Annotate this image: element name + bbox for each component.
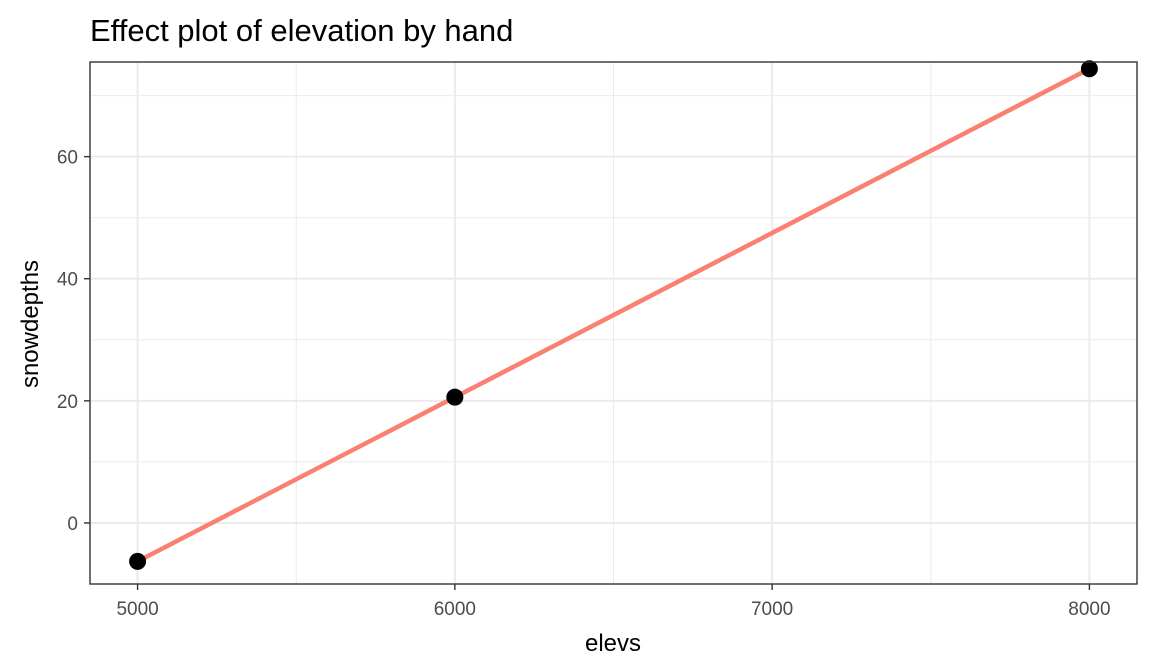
x-axis-label: elevs [585, 630, 641, 657]
data-points-layer [129, 60, 1098, 570]
x-tick-label: 8000 [1068, 599, 1110, 620]
fit-line-layer [136, 66, 1091, 564]
major-gridlines [90, 62, 1137, 584]
fit-line [136, 66, 1091, 564]
y-tick-label: 0 [67, 514, 78, 535]
data-point [446, 388, 464, 406]
panel-border [89, 61, 1138, 585]
x-tick-label: 5000 [116, 599, 158, 620]
chart-title: Effect plot of elevation by hand [90, 13, 513, 48]
y-axis-label: snowdepths [17, 260, 44, 388]
y-tick-label: 40 [57, 270, 78, 291]
x-axis-ticks: 5000 6000 7000 8000 [116, 584, 1111, 620]
x-tick-label: 6000 [434, 599, 476, 620]
data-point [129, 552, 147, 570]
x-tick-label: 7000 [751, 599, 793, 620]
y-tick-label: 60 [57, 148, 78, 169]
y-axis-ticks: 0 20 40 60 [57, 148, 90, 535]
data-point [1080, 60, 1098, 78]
y-tick-label: 20 [57, 392, 78, 413]
